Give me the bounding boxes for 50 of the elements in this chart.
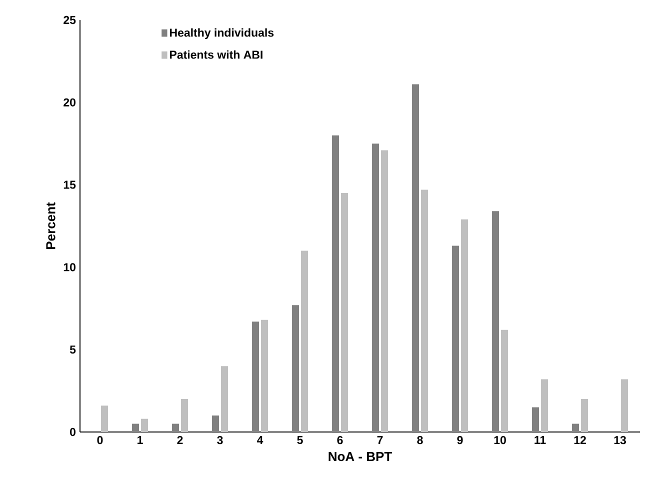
bar — [101, 406, 108, 432]
x-axis-title: NoA - BPT — [328, 452, 392, 462]
x-tick-label: 5 — [297, 436, 303, 444]
bar — [621, 379, 628, 432]
bar — [572, 424, 580, 432]
bar — [452, 246, 460, 432]
x-tick-label: 12 — [574, 436, 586, 444]
bar — [221, 366, 228, 432]
bar — [172, 424, 179, 432]
bar — [412, 84, 420, 432]
bar — [421, 190, 428, 432]
y-axis-title: Percent — [46, 202, 56, 249]
bar — [532, 407, 540, 432]
bar — [492, 211, 500, 432]
bar — [212, 416, 219, 432]
bar — [372, 144, 380, 432]
y-tick-label: 5 — [70, 346, 76, 354]
y-tick-label: 25 — [64, 16, 76, 24]
bar — [301, 250, 308, 432]
legend-label: Patients with ABI — [170, 50, 262, 59]
x-tick-label: 6 — [337, 436, 343, 444]
bar — [341, 193, 348, 432]
bar — [332, 135, 340, 432]
y-tick-label: 10 — [64, 263, 76, 272]
x-tick-label: 7 — [377, 436, 383, 444]
bar — [141, 418, 148, 432]
bar — [461, 219, 468, 432]
x-tick-label: 1 — [138, 436, 143, 444]
bar — [252, 322, 260, 432]
y-tick-label: 15 — [64, 180, 76, 189]
bar — [381, 150, 388, 432]
x-tick-label: 4 — [256, 436, 264, 444]
x-tick-label: 2 — [177, 436, 183, 444]
y-tick-label: 20 — [64, 98, 76, 106]
x-tick-label: 9 — [457, 436, 463, 444]
bar — [501, 330, 508, 432]
bar — [581, 399, 588, 432]
x-tick-label: 8 — [417, 436, 423, 444]
x-tick-label: 11 — [534, 436, 546, 444]
x-tick-label: 3 — [217, 436, 223, 444]
bar — [261, 320, 268, 432]
legend-label: Healthy individuals — [170, 28, 274, 40]
y-tick-label: 0 — [70, 428, 76, 436]
x-tick-label: 13 — [614, 436, 626, 444]
x-tick-label: 10 — [494, 436, 506, 444]
bar — [292, 305, 300, 432]
bar — [541, 379, 548, 432]
bar — [181, 399, 188, 432]
x-tick-label: 0 — [97, 436, 103, 444]
bar — [132, 424, 139, 432]
